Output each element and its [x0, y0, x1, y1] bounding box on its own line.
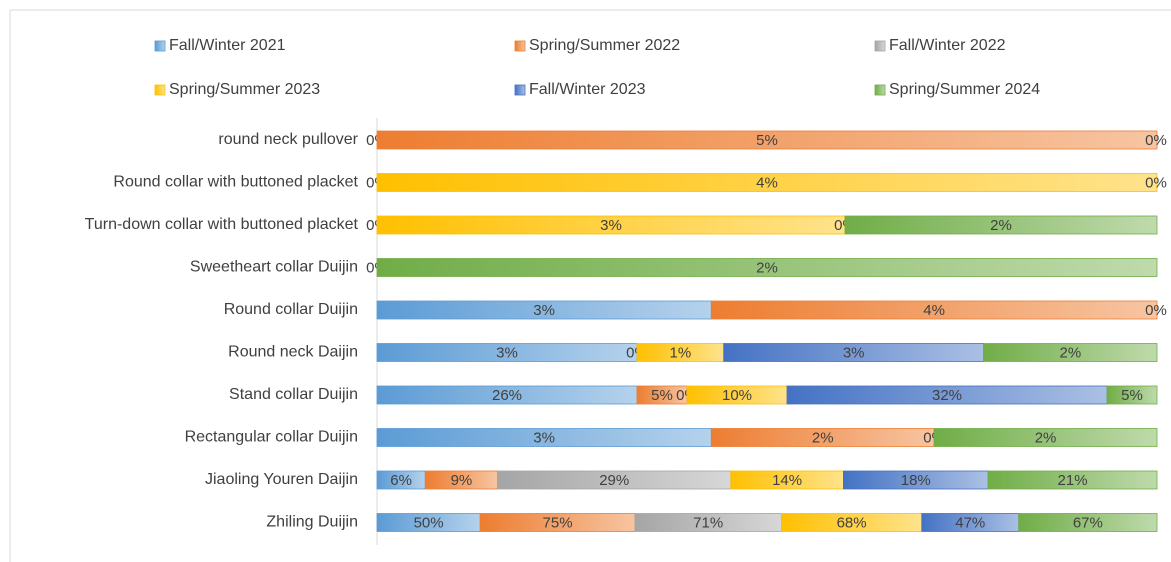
bar-segment [376, 130, 1158, 150]
value-label: 2% [756, 259, 778, 276]
value-label: 2% [990, 217, 1012, 234]
category-label: Sweetheart collar Duijin [190, 259, 358, 276]
legend-swatch [154, 40, 166, 52]
value-label: 2% [1035, 429, 1057, 446]
value-label: 3% [533, 429, 555, 446]
value-label: 68% [837, 514, 867, 531]
legend-swatch [154, 84, 166, 96]
value-label: 0% [1145, 302, 1167, 319]
value-label: 5% [756, 132, 778, 149]
legend-swatch [874, 84, 886, 96]
value-label: 71% [693, 514, 723, 531]
bar-segment [1018, 513, 1158, 532]
category-label: Jiaoling Youren Daijin [205, 471, 358, 488]
value-label: 4% [923, 302, 945, 319]
bar-segment [987, 470, 1158, 490]
value-label: 18% [901, 472, 931, 489]
bar-segment [376, 258, 1158, 277]
legend-label: Spring/Summer 2022 [529, 37, 680, 54]
bar-segment [1106, 385, 1158, 405]
value-label: 6% [390, 472, 412, 489]
value-label: 50% [414, 514, 444, 531]
bar-segment [933, 428, 1158, 447]
legend-swatch [874, 40, 886, 52]
category-label: Stand collar Duijin [229, 386, 358, 403]
category-label: Round collar with buttoned placket [113, 174, 358, 191]
value-label: 29% [599, 472, 629, 489]
value-label: 3% [533, 302, 555, 319]
bar-segment [710, 300, 1158, 320]
value-label: 75% [543, 514, 573, 531]
value-label: 1% [669, 344, 691, 361]
category-label: Rectangular collar Duijin [185, 429, 358, 446]
category-label: round neck pullover [218, 131, 358, 148]
value-label: 3% [843, 344, 865, 361]
value-label: 2% [812, 429, 834, 446]
legend-swatch [514, 84, 526, 96]
value-label: 5% [1121, 387, 1143, 404]
legend-label: Spring/Summer 2024 [889, 81, 1040, 98]
legend-label: Spring/Summer 2023 [169, 81, 320, 98]
value-label: 5% [651, 387, 673, 404]
category-label: Round neck Daijin [228, 344, 358, 361]
category-label: Zhiling Duijin [266, 514, 358, 531]
value-label: 3% [600, 217, 622, 234]
bar-segment [844, 215, 1158, 235]
value-label: 0% [1145, 132, 1167, 149]
value-label: 10% [722, 387, 752, 404]
value-label: 4% [756, 174, 778, 191]
value-label: 9% [451, 472, 473, 489]
bar-segment [983, 343, 1158, 362]
legend-label: Fall/Winter 2022 [889, 37, 1006, 54]
legend-label: Fall/Winter 2021 [169, 37, 286, 54]
value-label: 3% [496, 344, 518, 361]
bar-segment [376, 173, 1158, 192]
value-label: 14% [772, 472, 802, 489]
value-label: 47% [955, 514, 985, 531]
category-label: Round collar Duijin [224, 301, 358, 318]
value-label: 2% [1059, 344, 1081, 361]
legend-label: Fall/Winter 2023 [529, 81, 646, 98]
value-label: 32% [932, 387, 962, 404]
value-label: 0% [1145, 174, 1167, 191]
value-label: 26% [492, 387, 522, 404]
legend-swatch [514, 40, 526, 52]
category-label: Turn-down collar with buttoned placket [85, 216, 359, 233]
value-label: 67% [1073, 514, 1103, 531]
value-label: 21% [1058, 472, 1088, 489]
